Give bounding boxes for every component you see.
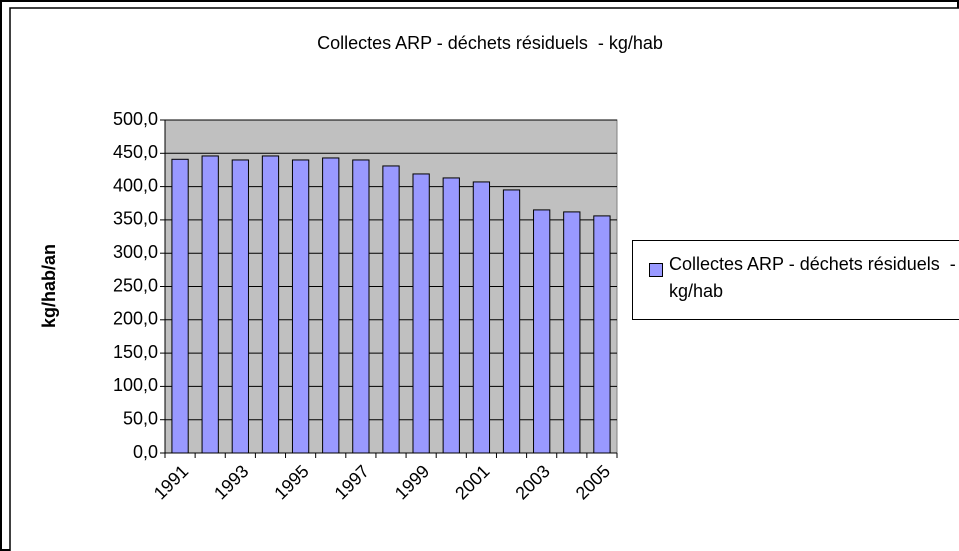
bar bbox=[291, 159, 310, 454]
bar bbox=[563, 211, 581, 454]
y-tick-label: 350,0 bbox=[113, 209, 158, 229]
bar bbox=[533, 209, 551, 454]
y-tick-label: 50,0 bbox=[123, 408, 158, 428]
bar bbox=[231, 159, 249, 454]
bar bbox=[412, 173, 430, 454]
y-tick-label: 150,0 bbox=[113, 342, 158, 362]
bar bbox=[322, 157, 340, 454]
y-axis-label: kg/hab/an bbox=[39, 244, 59, 328]
y-tick-label: 400,0 bbox=[113, 175, 158, 195]
y-tick-label: 500,0 bbox=[113, 109, 158, 129]
y-tick-label: 0,0 bbox=[133, 442, 158, 462]
bar bbox=[472, 181, 491, 454]
bar bbox=[593, 215, 611, 454]
y-tick-label: 250,0 bbox=[113, 275, 158, 295]
bar bbox=[382, 165, 400, 454]
bar bbox=[442, 177, 460, 454]
legend-label: Collectes ARP - déchets résiduels - kg/h… bbox=[669, 254, 956, 301]
bar bbox=[502, 189, 521, 454]
bar bbox=[261, 155, 280, 454]
chart-title: Collectes ARP - déchets résiduels - kg/h… bbox=[317, 33, 663, 53]
y-tick-label: 200,0 bbox=[113, 309, 158, 329]
legend-swatch bbox=[649, 263, 663, 277]
bar bbox=[201, 155, 219, 454]
bar bbox=[171, 158, 189, 454]
y-tick-label: 300,0 bbox=[113, 242, 158, 262]
y-tick-label: 100,0 bbox=[113, 375, 158, 395]
legend: Collectes ARP - déchets résiduels - kg/h… bbox=[632, 240, 959, 320]
bar bbox=[352, 159, 370, 454]
y-tick-label: 450,0 bbox=[113, 142, 158, 162]
